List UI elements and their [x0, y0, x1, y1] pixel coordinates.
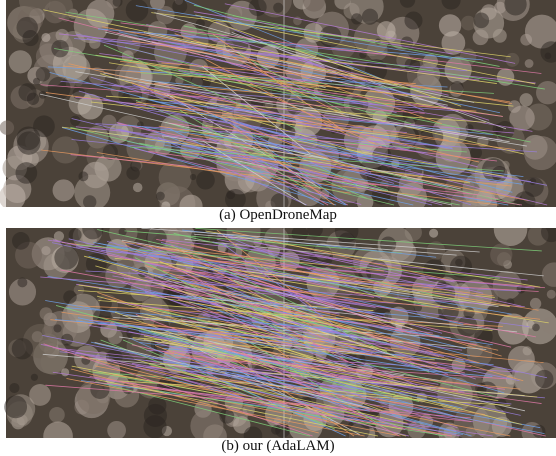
shadow — [473, 12, 489, 28]
shadow — [143, 415, 166, 438]
coral — [41, 246, 50, 255]
shadow — [31, 374, 38, 381]
shadow — [532, 324, 540, 332]
shadow — [403, 106, 420, 123]
coral — [429, 229, 438, 238]
shadow — [22, 30, 38, 46]
shadow — [70, 116, 80, 126]
shadow — [78, 171, 88, 181]
shadow — [51, 40, 69, 58]
coral — [54, 231, 64, 241]
shadow — [33, 115, 55, 137]
shadow — [404, 11, 422, 29]
coral — [490, 244, 512, 266]
shadow — [63, 290, 76, 303]
coral — [133, 183, 142, 192]
shadow — [53, 324, 61, 332]
shadow — [466, 124, 474, 132]
coral — [0, 120, 14, 134]
shadow — [27, 93, 39, 105]
coral — [109, 123, 129, 143]
coral — [547, 290, 556, 299]
coral — [148, 21, 167, 40]
coral — [494, 2, 506, 14]
coral — [29, 384, 51, 406]
match-image — [0, 228, 556, 438]
coral — [61, 368, 69, 376]
shadow — [9, 383, 19, 393]
coral — [52, 136, 79, 163]
match-image — [0, 0, 556, 207]
shadow — [4, 395, 27, 418]
shadow — [463, 307, 474, 318]
coral — [493, 29, 507, 43]
shadow — [122, 383, 133, 394]
shadow — [12, 232, 30, 250]
shadow — [362, 9, 378, 25]
coral — [41, 33, 50, 42]
coral — [530, 298, 541, 309]
figure: (a) OpenDroneMap (b) our (AdaLAM) — [0, 0, 556, 456]
shadow — [16, 162, 38, 184]
shadow — [196, 171, 215, 190]
coral — [525, 59, 534, 68]
shadow — [535, 370, 553, 388]
coral — [9, 50, 32, 73]
coral — [442, 31, 466, 55]
coral — [520, 93, 533, 106]
shadow — [33, 78, 40, 85]
coral — [56, 29, 69, 42]
shadow — [351, 13, 362, 24]
shadow — [54, 246, 78, 270]
caption: (b) our (AdaLAM) — [0, 437, 556, 455]
shadow — [190, 174, 196, 180]
shadow — [156, 192, 165, 201]
shadow — [273, 3, 283, 13]
shadow — [12, 338, 33, 359]
coral — [461, 16, 476, 31]
coral — [53, 179, 75, 201]
shadow — [17, 277, 27, 287]
coral — [40, 307, 53, 320]
coral — [49, 407, 65, 423]
caption: (a) OpenDroneMap — [0, 206, 556, 224]
shadow — [48, 77, 71, 100]
coral — [505, 53, 519, 67]
shadow — [226, 190, 235, 199]
coral — [473, 29, 489, 45]
